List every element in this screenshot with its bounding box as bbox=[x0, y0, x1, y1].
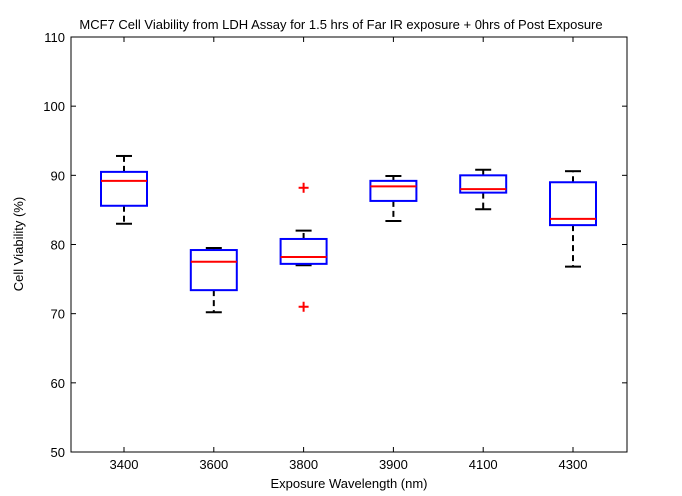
outlier-marker bbox=[298, 182, 309, 193]
y-tick-label: 80 bbox=[51, 238, 65, 253]
x-tick-label: 3900 bbox=[379, 457, 408, 472]
chart-title: MCF7 Cell Viability from LDH Assay for 1… bbox=[79, 17, 602, 32]
x-tick-label: 4300 bbox=[559, 457, 588, 472]
box-3400 bbox=[100, 154, 148, 225]
box-4100 bbox=[459, 168, 508, 211]
y-tick-label: 70 bbox=[51, 307, 65, 322]
box-3600 bbox=[189, 246, 238, 314]
y-tick-label: 50 bbox=[51, 445, 65, 460]
outlier-marker bbox=[298, 301, 309, 312]
y-tick-label: 60 bbox=[51, 376, 65, 391]
box-3900 bbox=[369, 175, 418, 222]
y-tick-label: 90 bbox=[51, 168, 65, 183]
x-axis-label: Exposure Wavelength (nm) bbox=[270, 476, 427, 491]
x-tick-label: 3600 bbox=[199, 457, 228, 472]
y-tick-label: 100 bbox=[43, 99, 65, 114]
x-tick-label: 4100 bbox=[469, 457, 498, 472]
box-4300 bbox=[549, 170, 597, 268]
iqr-box bbox=[549, 181, 597, 227]
iqr-box bbox=[459, 174, 508, 194]
iqr-box bbox=[100, 170, 148, 207]
x-tick-label: 3800 bbox=[289, 457, 318, 472]
y-axis-label: Cell Viability (%) bbox=[11, 197, 26, 291]
iqr-box bbox=[189, 249, 238, 292]
x-tick-label: 3400 bbox=[110, 457, 139, 472]
plot-area bbox=[70, 36, 628, 453]
iqr-box bbox=[279, 237, 328, 265]
box-3800 bbox=[279, 182, 328, 312]
y-tick-label: 110 bbox=[44, 30, 65, 45]
iqr-box bbox=[369, 179, 418, 202]
